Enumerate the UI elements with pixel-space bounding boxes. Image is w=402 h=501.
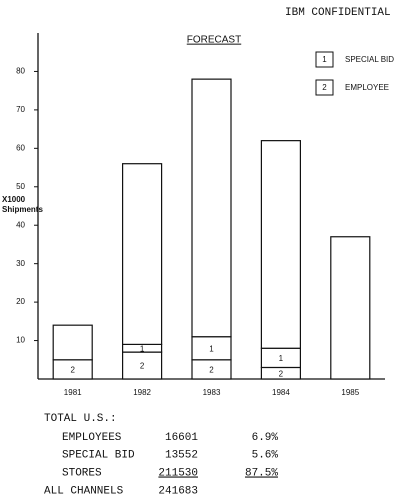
legend-label: SPECIAL BID — [345, 55, 394, 64]
y-tick-label: 50 — [16, 182, 25, 191]
row-label: EMPLOYEES — [62, 432, 122, 444]
row-count: 13552 — [165, 450, 198, 462]
bar-segment — [191, 78, 232, 338]
segment-key: 2 — [279, 369, 284, 378]
row-label: ALL CHANNELS — [44, 485, 124, 497]
x-tick-label: 1984 — [272, 388, 290, 397]
row-label: STORES — [62, 468, 102, 480]
y-tick-label: 80 — [16, 67, 25, 76]
y-tick-label: 20 — [16, 297, 25, 306]
y-tick-label: 60 — [16, 143, 25, 152]
bar-segment — [52, 324, 93, 361]
bar-segment — [260, 140, 301, 349]
x-tick-label: 1983 — [203, 388, 221, 397]
table-title: TOTAL U.S.: — [44, 413, 117, 425]
y-tick-label: 10 — [16, 336, 25, 345]
legend-box — [315, 79, 334, 96]
row-label: SPECIAL BID — [62, 450, 135, 462]
segment-key: 1 — [209, 344, 214, 353]
segment-key: 2 — [140, 362, 145, 371]
x-tick-label: 1981 — [64, 388, 82, 397]
row-percent: 87.5% — [245, 468, 278, 480]
legend-box — [315, 51, 334, 68]
row-percent: 5.6% — [252, 450, 279, 462]
x-tick-label: 1985 — [341, 388, 359, 397]
row-count: 211530 — [158, 468, 198, 480]
y-tick-label: 30 — [16, 259, 25, 268]
bar-segment — [121, 163, 163, 345]
y-axis-label: X1000 Shipments — [2, 195, 43, 214]
legend-label: EMPLOYEE — [345, 83, 389, 92]
confidential-header: IBM CONFIDENTIAL — [285, 7, 391, 19]
row-percent: 6.9% — [252, 432, 279, 444]
segment-key: 2 — [209, 365, 214, 374]
legend-key: 1 — [322, 55, 327, 64]
legend-key: 2 — [322, 83, 327, 92]
x-tick-label: 1982 — [133, 388, 151, 397]
bar-segment — [121, 351, 163, 380]
segment-key: 1 — [140, 344, 145, 353]
y-tick-label: 40 — [16, 220, 25, 229]
row-count: 16601 — [165, 432, 198, 444]
segment-key: 2 — [70, 365, 75, 374]
chart-title: FORECAST — [187, 35, 241, 46]
row-count: 241683 — [158, 485, 198, 497]
y-tick-label: 70 — [16, 105, 25, 114]
segment-key: 1 — [279, 354, 284, 363]
bar-segment — [330, 236, 371, 380]
